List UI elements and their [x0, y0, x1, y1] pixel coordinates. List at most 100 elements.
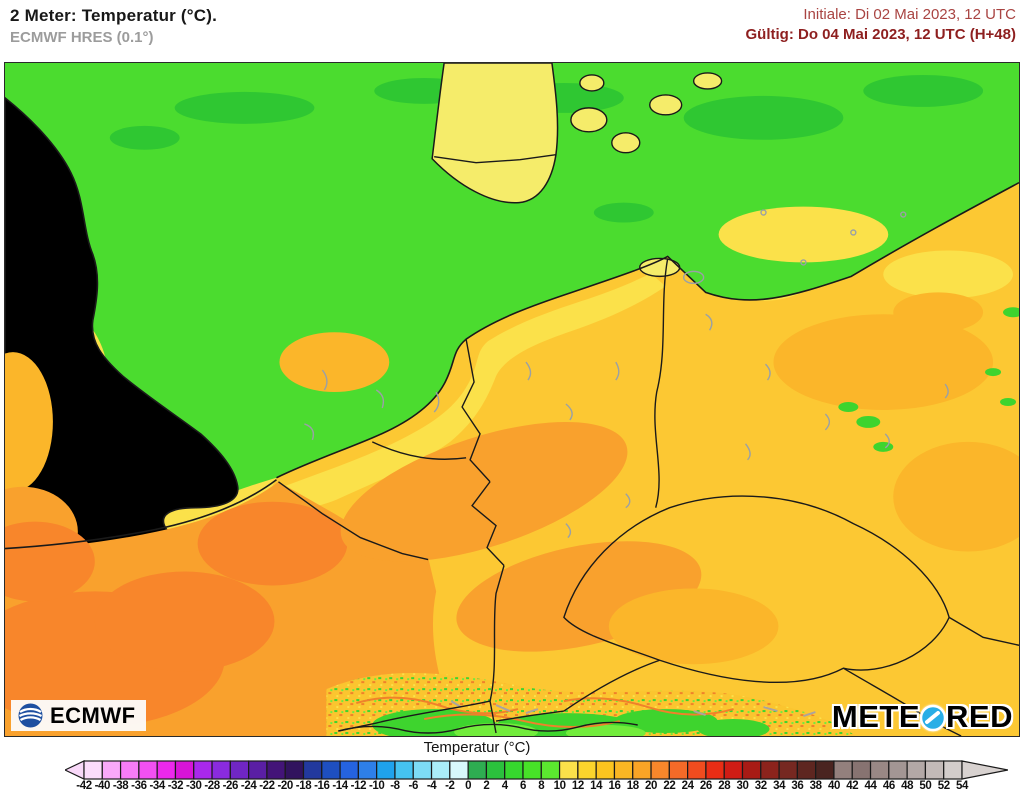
legend-tick-label: -34: [149, 780, 165, 792]
legend-tick-label: -4: [426, 780, 437, 792]
meteored-text-left: METE: [831, 699, 921, 734]
legend-tick-label: 48: [901, 780, 914, 792]
legend-swatch: [833, 760, 853, 780]
legend-tick-label: -10: [368, 780, 385, 792]
legend-swatch: [741, 760, 762, 780]
legend-tick-label: 26: [699, 780, 712, 792]
legend-swatch: [632, 760, 652, 780]
legend-tick-label: 14: [590, 780, 603, 792]
alps-ridge: [563, 697, 734, 716]
legend-swatch: [467, 760, 488, 780]
mountain-speck: [1003, 307, 1019, 318]
legend-tick-label: -6: [408, 780, 419, 792]
continental-coastline: [276, 181, 1019, 479]
legend-swatch: [248, 760, 268, 780]
legend-swatch: [101, 760, 122, 780]
meteored-o-icon: [919, 704, 947, 732]
legend-tick-label: 40: [827, 780, 840, 792]
legend-tick-label: 20: [645, 780, 658, 792]
legend-swatch: [449, 760, 469, 780]
mountain-speck: [985, 368, 1002, 377]
legend-swatch: [174, 760, 195, 780]
legend-swatch: [211, 760, 231, 780]
french-coastline: [5, 479, 277, 550]
legend-tick-label: -28: [204, 780, 220, 792]
legend-swatch: [705, 760, 725, 780]
danish-island: [692, 72, 723, 90]
germany-warm-patch: [608, 588, 779, 665]
legend-swatch: [723, 760, 744, 780]
denmark-region: [431, 63, 559, 204]
ecmwf-roundel-icon: [18, 703, 43, 728]
legend: Temperatur (°C) -42 -40 -38 -36 -34 -32 -30 -28…: [0, 738, 1024, 799]
legend-tick-label: 38: [809, 780, 822, 792]
legend-tick-label: -2: [445, 780, 455, 792]
danish-island: [570, 107, 608, 133]
header-left: 2 Meter: Temperatur (°C). ECMWF HRES (0.…: [10, 6, 217, 46]
header-right: Initiale: Di 02 Mai 2023, 12 UTC Gültig:…: [746, 6, 1017, 43]
river-marks: [304, 209, 949, 539]
legend-swatch: [266, 760, 286, 780]
legend-swatch: [906, 760, 927, 780]
legend-swatch: [796, 760, 817, 780]
coastal-band: [883, 250, 1014, 299]
north-sea-region: [5, 63, 1019, 500]
france-hot-patch: [94, 571, 275, 672]
legend-tick-label: 2: [483, 780, 490, 792]
map-title: 2 Meter: Temperatur (°C).: [10, 6, 218, 25]
legend-swatch: [577, 760, 597, 780]
legend-swatch: [888, 760, 908, 780]
danish-island: [611, 132, 641, 154]
legend-tick-label: 46: [882, 780, 895, 792]
legend-swatch: [522, 760, 542, 780]
legend-swatch: [869, 760, 890, 780]
temperature-field: [5, 63, 1019, 736]
legend-swatch: [321, 760, 341, 780]
legend-tick-label: 34: [773, 780, 786, 792]
legend-tick-label: -22: [259, 780, 275, 792]
legend-scale: [65, 760, 1008, 780]
legend-swatch: [668, 760, 689, 780]
legend-tick-label: 32: [754, 780, 767, 792]
legend-tick-label: -8: [390, 780, 400, 792]
legend-tick-label: 12: [571, 780, 584, 792]
legend-swatch: [83, 760, 103, 780]
legend-tick-label: -32: [167, 780, 184, 792]
legend-tick-label: -16: [314, 780, 330, 792]
sea-patch: [174, 91, 315, 124]
legend-swatch: [412, 760, 433, 780]
legend-swatch: [339, 760, 359, 780]
header: 2 Meter: Temperatur (°C). ECMWF HRES (0.…: [0, 0, 1024, 58]
country-borders: [278, 154, 1019, 736]
legend-swatch: [156, 760, 177, 780]
legend-colorbar: -42 -40 -38 -36 -34 -32 -30 -28 -26 -24 -22 -20 -18-…: [65, 760, 1010, 798]
legend-tick-label: 44: [864, 780, 877, 792]
legend-swatch: [851, 760, 872, 780]
valid-time-label: Gültig: Do 04 Mai 2023, 12 UTC (H+48): [745, 26, 1017, 43]
sea-patch: [593, 202, 654, 223]
legend-tick-label: 8: [538, 780, 545, 792]
legend-tick-label: -36: [131, 780, 147, 792]
germany-warm-patch: [279, 332, 390, 393]
mountain-speck: [856, 415, 881, 428]
legend-tick-label: 54: [956, 780, 968, 792]
legend-swatch: [229, 760, 250, 780]
coastal-band: [718, 206, 889, 263]
legend-swatch: [504, 760, 524, 780]
legend-tick-label: -40: [94, 780, 111, 792]
danish-island: [649, 94, 683, 116]
legend-swatch: [302, 760, 323, 780]
legend-swatch: [138, 760, 158, 780]
legend-swatch: [394, 760, 414, 780]
legend-swatch: [924, 760, 945, 780]
legend-tick-label: 16: [608, 780, 621, 792]
legend-tick-label: 42: [846, 780, 859, 792]
france-hot-patch: [5, 521, 95, 602]
legend-swatch: [613, 760, 634, 780]
sea-patch: [109, 125, 180, 150]
legend-tick-label: -14: [332, 780, 348, 792]
poland-warm-patch: [893, 292, 984, 333]
belgium-hot-patch: [197, 501, 348, 586]
legend-tick-label: 30: [736, 780, 749, 792]
